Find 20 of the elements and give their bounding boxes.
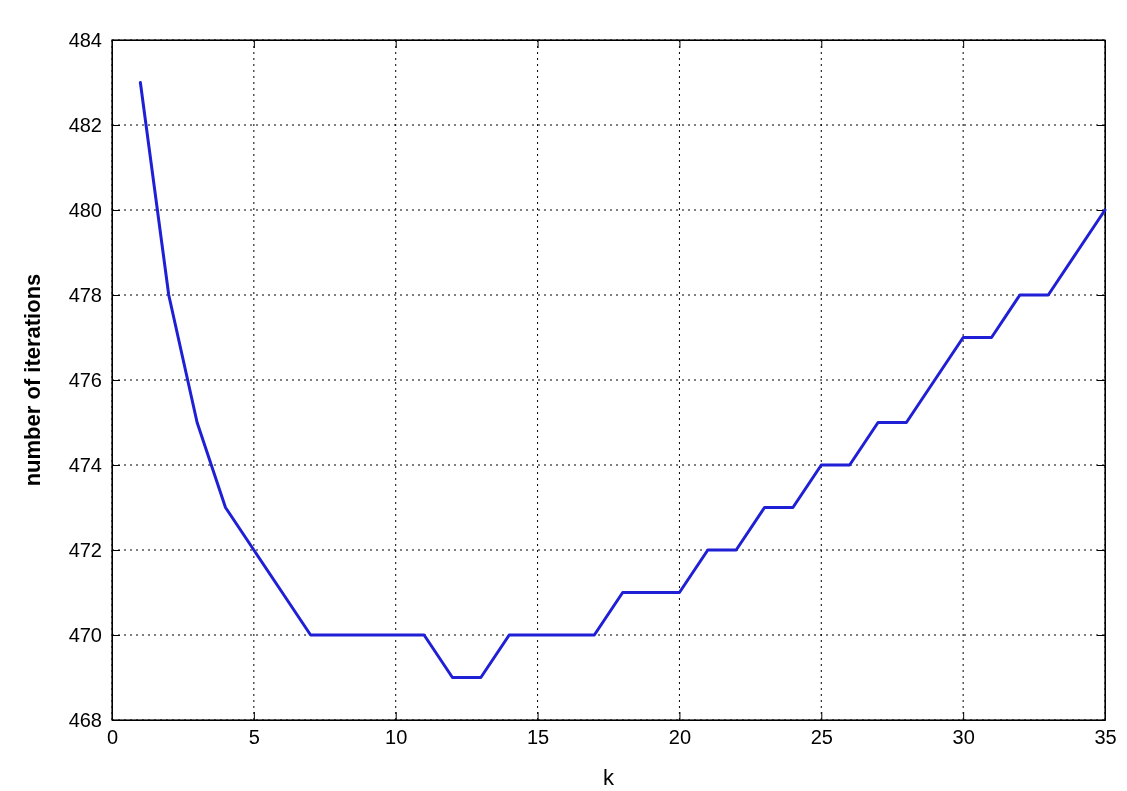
- x-tick-label: 15: [526, 726, 550, 749]
- x-tick-label: 0: [106, 726, 119, 749]
- x-axis-title: k: [603, 765, 615, 790]
- y-tick-label: 472: [68, 538, 102, 561]
- x-tick-label: 25: [810, 726, 833, 749]
- x-tick-label: 30: [952, 726, 975, 749]
- y-tick-label: 478: [68, 283, 102, 306]
- x-tick-label: 35: [1094, 726, 1117, 749]
- x-tick-label: 10: [385, 726, 408, 749]
- x-tick-label: 20: [668, 726, 692, 749]
- y-tick-label: 482: [68, 113, 102, 136]
- y-tick-label: 474: [68, 453, 102, 476]
- x-tick-label: 5: [248, 726, 260, 749]
- y-axis-title: number of iterations: [20, 273, 45, 487]
- y-tick-label: 484: [68, 28, 102, 51]
- y-tick-label: 480: [68, 198, 102, 221]
- y-tick-label: 476: [68, 368, 102, 391]
- y-tick-label: 470: [68, 623, 102, 646]
- y-tick-label: 468: [68, 708, 102, 731]
- line-series: [138, 81, 1107, 679]
